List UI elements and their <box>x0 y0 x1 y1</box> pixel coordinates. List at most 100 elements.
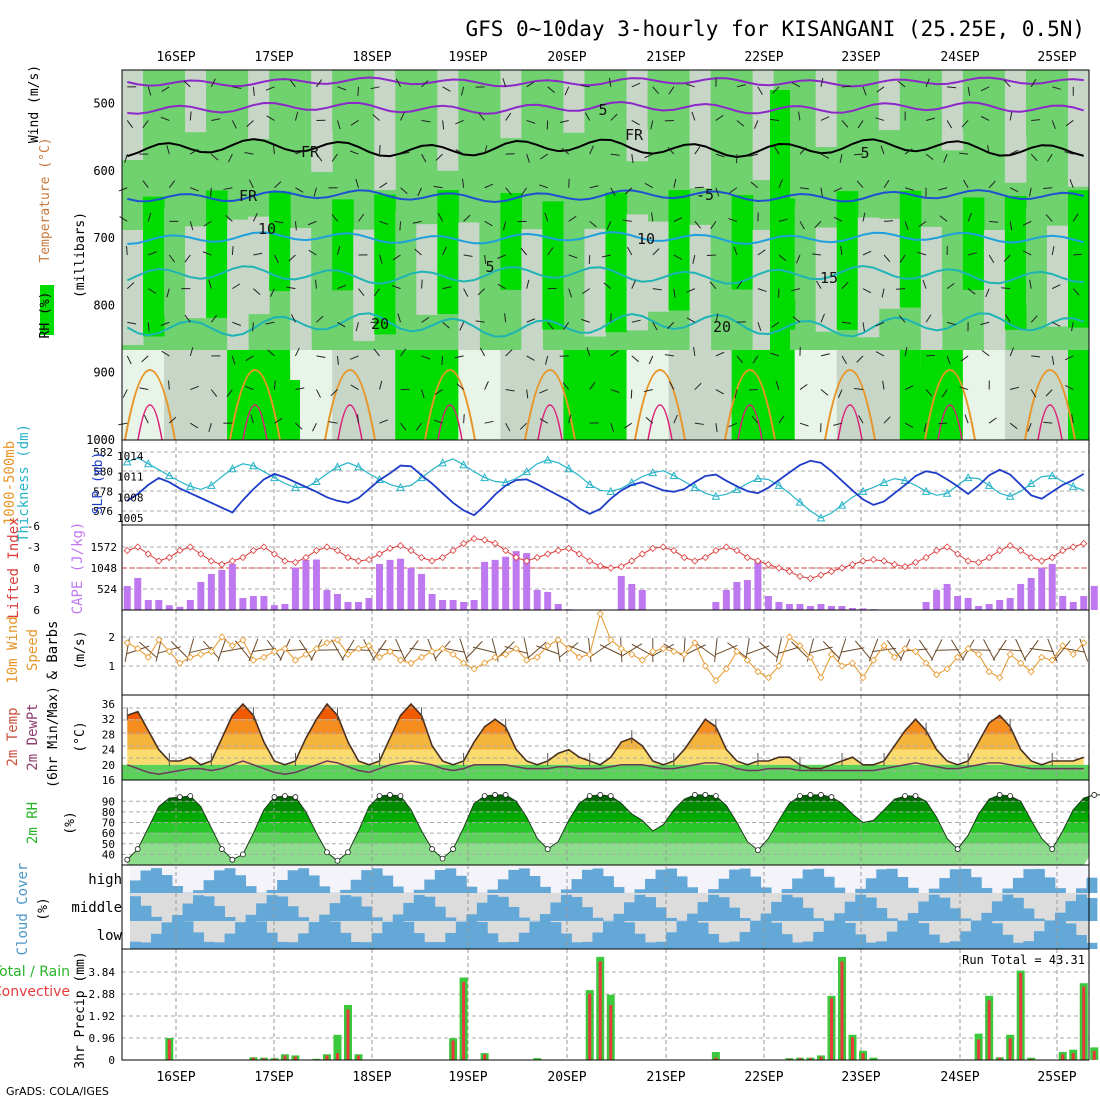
wind-barb <box>477 288 485 296</box>
lifted-index-marker <box>239 553 247 562</box>
cloud-cell <box>277 879 289 893</box>
wind-barb <box>862 288 872 294</box>
wind-speed-marker <box>890 653 899 661</box>
wind-speed-marker <box>439 645 447 653</box>
wind-barb <box>883 179 890 188</box>
date-label-bottom: 16SEP <box>156 1070 195 1085</box>
rh-cell <box>668 350 691 440</box>
wind-barb <box>308 249 317 256</box>
cloud-cell <box>287 906 299 921</box>
wind-barb <box>170 641 189 659</box>
rh-cell <box>185 226 207 319</box>
wind-speed-marker <box>533 653 541 661</box>
wind-barb <box>694 382 702 390</box>
wind-barb <box>142 180 149 189</box>
wind-barb <box>379 220 389 225</box>
cape-bar <box>386 559 394 610</box>
wind-barb <box>691 111 696 121</box>
wind-barb <box>1043 187 1053 190</box>
wind-barb <box>248 638 259 662</box>
wind-barb <box>624 422 633 429</box>
cloud-cell <box>193 890 204 893</box>
cloud-cell <box>613 887 625 893</box>
wind-barb <box>1051 321 1061 327</box>
precip-conv-bar <box>262 1058 266 1060</box>
wind-barb <box>1064 385 1074 390</box>
precip-conv-bar <box>851 1037 855 1060</box>
lifted-index-marker <box>607 564 615 572</box>
temp-contour-25 <box>424 369 476 441</box>
wind-barb <box>547 86 555 93</box>
wind-barb <box>350 384 359 390</box>
wind-barb <box>778 415 785 424</box>
wind-barb <box>923 423 927 433</box>
wind-barb <box>225 214 233 222</box>
rh-cell <box>1067 350 1090 440</box>
wind-barb <box>918 220 927 228</box>
rh2m-marker <box>187 793 194 799</box>
wind-speed-marker <box>270 647 278 656</box>
lifted-index-marker <box>722 543 730 551</box>
cloud-cell <box>687 887 698 893</box>
wind-barb <box>248 179 254 188</box>
lifted-index-marker <box>890 560 899 569</box>
wind-barb <box>479 347 486 357</box>
rh2m-marker <box>502 792 509 798</box>
rh-cell <box>794 350 817 440</box>
wind-barb <box>644 153 654 159</box>
lifted-index-marker <box>922 553 930 562</box>
wind-barb <box>295 387 305 391</box>
cloud-cell <box>193 895 204 921</box>
date-label-top: 17SEP <box>254 50 293 65</box>
rh2m-marker <box>912 793 919 799</box>
wind-speed-marker <box>365 642 373 650</box>
date-label-top: 25SEP <box>1037 50 1076 65</box>
cloud-cell <box>182 921 194 949</box>
wind-speed-marker <box>554 636 562 644</box>
wind-barb <box>521 187 528 196</box>
cloud-cell <box>172 915 183 921</box>
cape-bar <box>186 599 194 610</box>
wind-barb <box>460 86 465 96</box>
wind-barb <box>925 117 935 121</box>
wind-barb <box>925 389 933 397</box>
cape-bar <box>722 589 730 610</box>
cloud-cell <box>371 933 383 949</box>
rh-cell <box>563 202 585 295</box>
wind-speed-marker <box>354 645 363 653</box>
lifted-index-marker <box>975 558 983 566</box>
wind-barb <box>547 247 554 256</box>
wind-barb <box>775 380 780 390</box>
thickness-marker <box>669 471 679 480</box>
wind-barb <box>274 181 282 189</box>
wind-barb <box>1030 78 1037 88</box>
wind-barb <box>244 385 254 391</box>
wind-barb <box>166 145 170 155</box>
wind-barb <box>160 321 170 326</box>
date-label-top: 19SEP <box>448 50 487 65</box>
thickness-marker <box>564 464 574 473</box>
rh-cell <box>122 350 144 440</box>
cloud-cell <box>214 870 225 893</box>
cloud-cell <box>918 923 930 949</box>
wind-barb <box>652 288 662 291</box>
wind-barb <box>985 288 990 298</box>
lifted-index-marker <box>123 546 131 555</box>
thickness-marker <box>795 497 805 506</box>
lifted-index-marker <box>502 546 510 555</box>
rh2m-marker <box>828 794 835 800</box>
rh-cell <box>815 350 838 440</box>
precip-conv-bar <box>840 961 844 1060</box>
precip-conv-bar <box>167 1039 171 1060</box>
date-label-bottom: 25SEP <box>1037 1070 1076 1085</box>
wind-barb <box>1029 279 1032 289</box>
wind-barb <box>841 85 852 88</box>
contour-label: -5 <box>696 186 714 204</box>
wind-barb <box>526 389 529 399</box>
wind-barb <box>349 150 359 155</box>
cape-bar <box>460 601 468 610</box>
wind-barb <box>694 146 701 155</box>
cloud-cell <box>1002 934 1014 949</box>
cloud-cell <box>266 890 278 893</box>
lifted-index-marker <box>365 556 373 564</box>
